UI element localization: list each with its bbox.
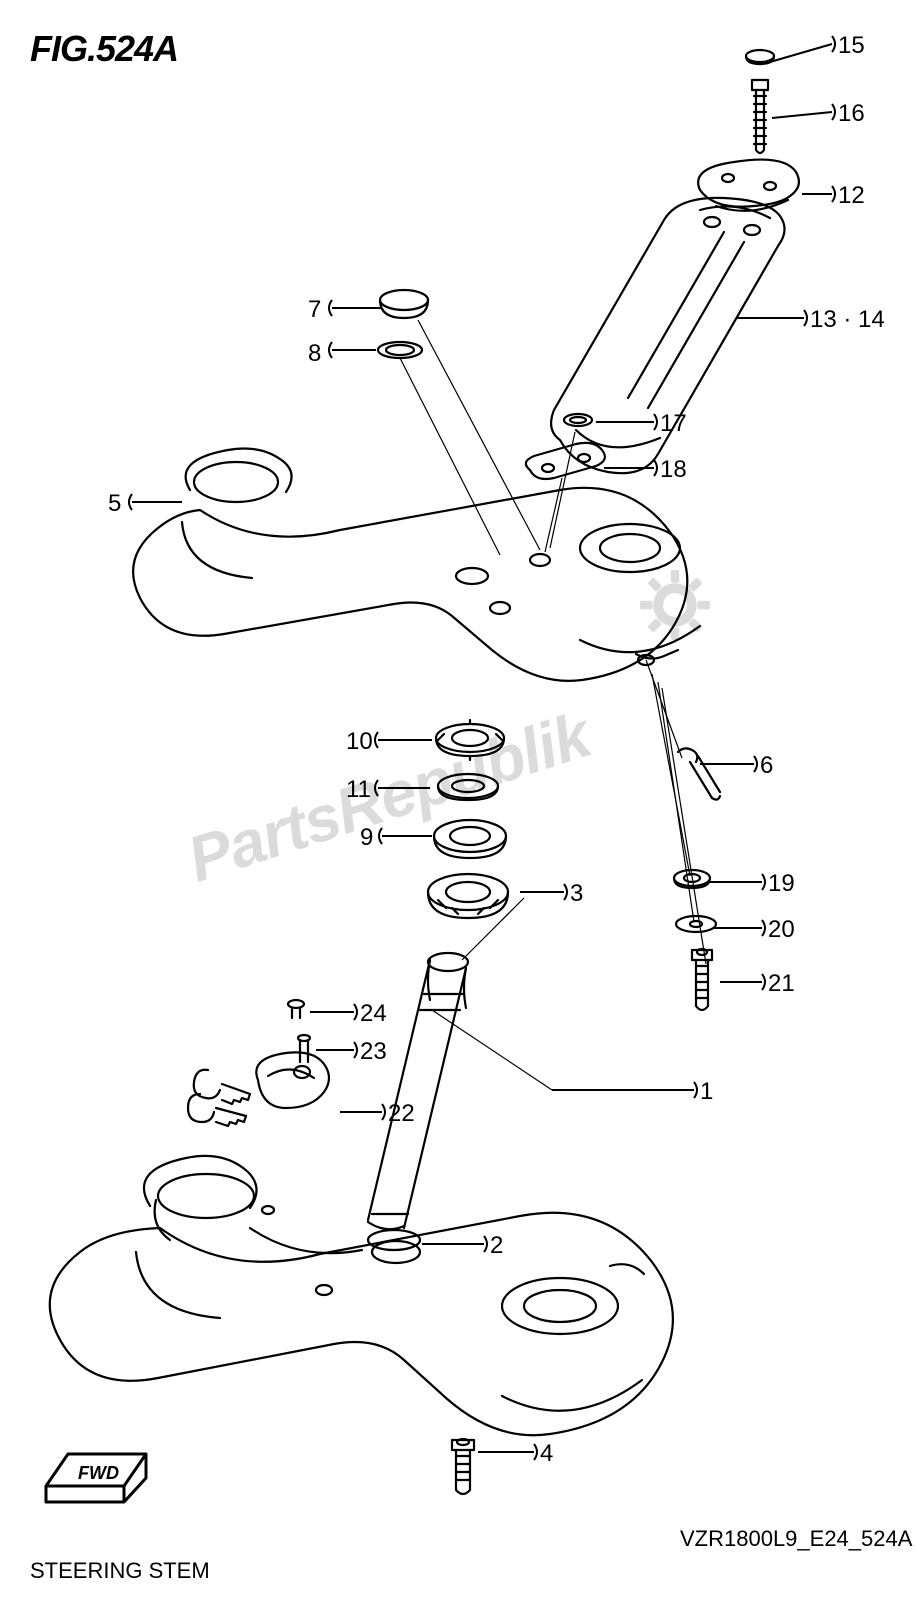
callout-23: 23: [360, 1038, 387, 1066]
callout-10: 10: [346, 728, 373, 756]
footer-code: VZR1800L9_E24_524A: [680, 1526, 912, 1552]
callout-24: 24: [360, 1000, 387, 1028]
callout-7: 7: [308, 296, 321, 324]
callout-5: 5: [108, 490, 121, 518]
callout-11: 11: [346, 776, 371, 804]
callout-6: 6: [760, 752, 773, 780]
fwd-badge-icon: FWD: [38, 1440, 158, 1510]
callout-22: 22: [388, 1100, 415, 1128]
callout-3: 3: [570, 880, 583, 908]
callout-8: 8: [308, 340, 321, 368]
callout-18: 18: [660, 456, 687, 484]
callout-16: 16: [838, 100, 865, 128]
footer-title: STEERING STEM: [30, 1558, 210, 1584]
callout-20: 20: [768, 916, 795, 944]
callout-13·14: 13 · 14: [810, 306, 885, 334]
fwd-text: FWD: [78, 1463, 119, 1483]
callout-19: 19: [768, 870, 795, 898]
callout-2: 2: [490, 1232, 503, 1260]
callout-21: 21: [768, 970, 795, 998]
callout-1: 1: [700, 1078, 713, 1106]
exploded-diagram: [0, 0, 916, 1600]
callout-12: 12: [838, 182, 865, 210]
callout-15: 15: [838, 32, 865, 60]
callout-9: 9: [360, 824, 373, 852]
callout-17: 17: [660, 410, 687, 438]
callout-4: 4: [540, 1440, 553, 1468]
